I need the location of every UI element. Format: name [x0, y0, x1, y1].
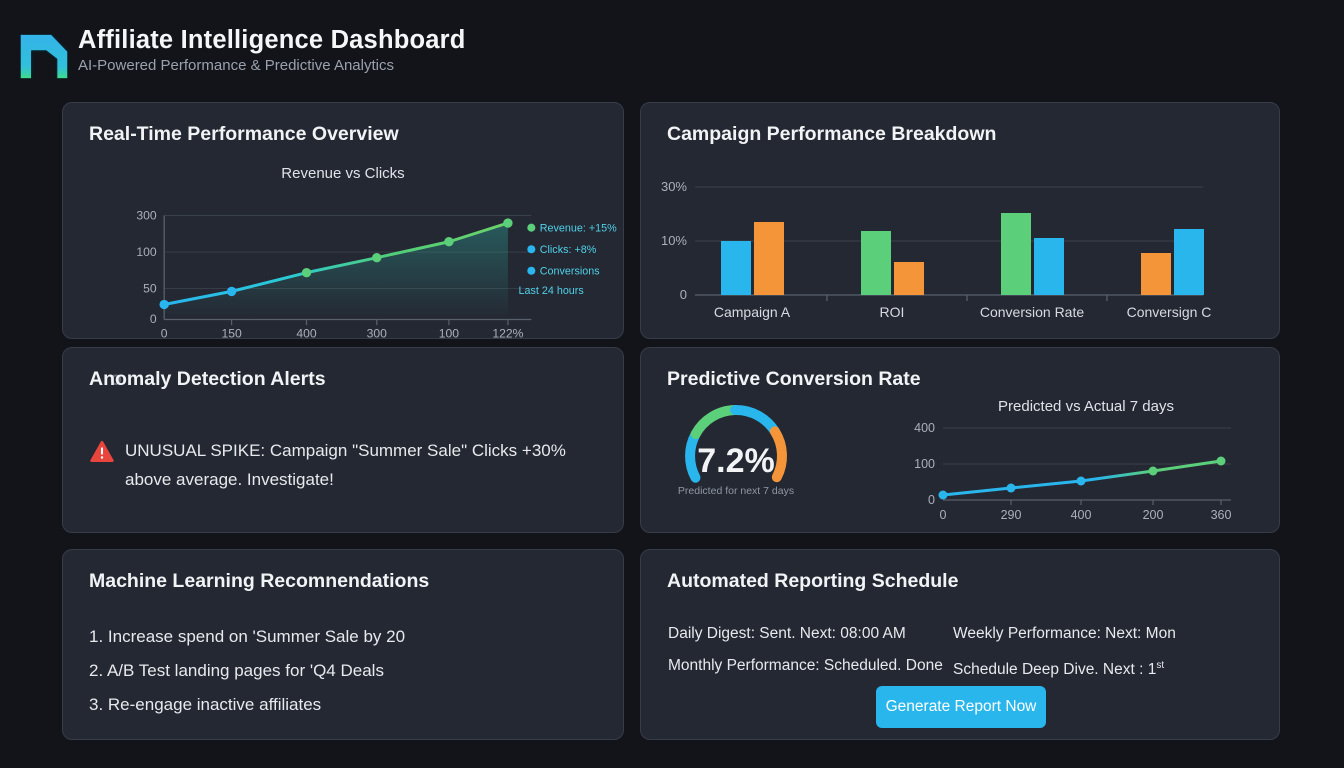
svg-text:0: 0 [680, 287, 687, 302]
svg-text:290: 290 [1001, 508, 1022, 522]
svg-text:Campaign A: Campaign A [714, 304, 791, 320]
svg-text:0: 0 [150, 312, 157, 326]
svg-text:400: 400 [296, 326, 317, 340]
svg-text:50: 50 [143, 281, 157, 295]
svg-text:0: 0 [928, 493, 935, 507]
svg-text:300: 300 [367, 326, 388, 340]
svg-text:Clicks: +8%: Clicks: +8% [540, 244, 597, 256]
svg-text:Conversion Rate: Conversion Rate [980, 304, 1084, 320]
svg-text:Revenue: +15%: Revenue: +15% [540, 222, 617, 234]
svg-text:Predicted for next 7 days: Predicted for next 7 days [678, 485, 794, 497]
svg-text:300: 300 [136, 208, 157, 222]
svg-text:200: 200 [1143, 508, 1164, 522]
svg-text:0: 0 [940, 508, 947, 522]
svg-text:10%: 10% [661, 233, 687, 248]
svg-text:360: 360 [1211, 508, 1232, 522]
svg-text:Conversign C: Conversign C [1127, 304, 1212, 320]
svg-text:Last 24 hours: Last 24 hours [519, 285, 584, 297]
svg-text:122%: 122% [492, 326, 523, 340]
svg-text:400: 400 [1071, 508, 1092, 522]
svg-text:0: 0 [161, 326, 168, 340]
svg-text:ROI: ROI [880, 304, 905, 320]
svg-text:30%: 30% [661, 179, 687, 194]
svg-text:7.2%: 7.2% [697, 442, 775, 480]
svg-text:400: 400 [914, 421, 935, 435]
svg-text:100: 100 [136, 245, 157, 259]
svg-text:100: 100 [439, 326, 460, 340]
svg-text:150: 150 [221, 326, 242, 340]
svg-text:100: 100 [914, 457, 935, 471]
svg-text:Conversions: Conversions [540, 266, 600, 278]
